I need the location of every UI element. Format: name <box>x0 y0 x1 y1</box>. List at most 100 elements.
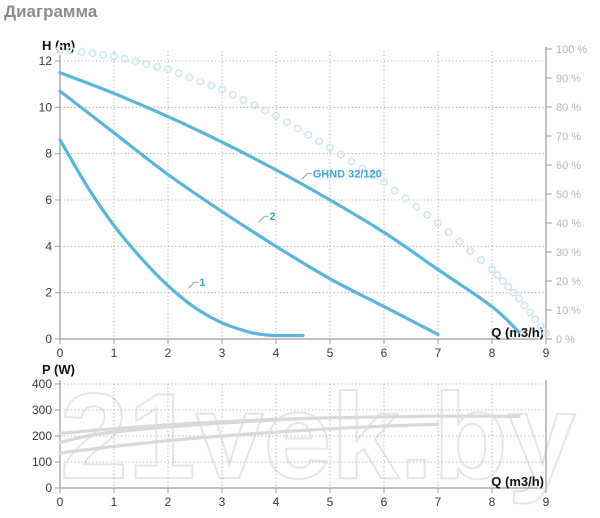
y-tick-label: 12 <box>39 54 53 68</box>
efficiency-point <box>261 106 270 115</box>
x-tick-label: 3 <box>219 495 226 509</box>
y2-tick-label: 80 % <box>556 102 581 114</box>
series-line-ghnd-32-120 <box>58 71 521 334</box>
curve-label: GHND 32/120 <box>313 168 382 180</box>
efficiency-point <box>228 90 237 99</box>
y2-tick-label: 40 % <box>556 218 581 230</box>
efficiency-point <box>477 256 486 265</box>
x-tick-label: 6 <box>381 346 388 360</box>
y-tick-label: 200 <box>32 429 52 443</box>
efficiency-point <box>218 85 227 94</box>
efficiency-point <box>509 288 518 297</box>
efficiency-point <box>525 308 534 317</box>
x-tick-label: 9 <box>543 346 550 360</box>
curve-label-leader <box>187 281 199 289</box>
efficiency-point <box>520 301 529 310</box>
efficiency-point <box>433 219 442 228</box>
efficiency-point <box>379 178 388 187</box>
efficiency-point <box>153 62 162 71</box>
efficiency-point <box>77 47 86 56</box>
efficiency-point <box>390 186 399 195</box>
efficiency-point <box>487 265 496 274</box>
efficiency-point <box>541 329 550 338</box>
efficiency-point <box>110 52 119 61</box>
x-tick-label: 5 <box>327 346 334 360</box>
x-tick-label: 6 <box>381 495 388 509</box>
y-tick-label: 400 <box>32 377 52 391</box>
efficiency-point <box>207 81 216 90</box>
efficiency-point <box>55 44 64 53</box>
efficiency-point <box>531 315 540 324</box>
y-tick-label: 6 <box>45 193 52 207</box>
y-tick-label: 0 <box>45 481 52 495</box>
efficiency-point <box>271 111 280 120</box>
efficiency-point <box>498 276 507 285</box>
x-tick-label: 4 <box>273 495 280 509</box>
y2-tick-label: 10 % <box>556 305 581 317</box>
curve-label-leader <box>301 172 312 180</box>
efficiency-point <box>514 294 523 303</box>
efficiency-point <box>369 171 378 180</box>
efficiency-point <box>423 210 432 219</box>
efficiency-point <box>401 194 410 203</box>
y-tick-label: 10 <box>39 100 53 114</box>
series-line-2 <box>58 89 440 336</box>
y2-tick-label: 0 % <box>556 334 575 346</box>
curve-label: 1 <box>199 277 205 289</box>
efficiency-point <box>358 164 367 173</box>
y-tick-label: 4 <box>45 239 52 253</box>
power-line-ghnd-32-120 <box>58 414 521 435</box>
efficiency-point <box>99 50 108 59</box>
efficiency-point <box>504 282 513 291</box>
y2-tick-label: 20 % <box>556 276 581 288</box>
x-tick-label: 8 <box>489 495 496 509</box>
x-tick-label: 0 <box>57 495 64 509</box>
x-tick-label: 8 <box>489 346 496 360</box>
efficiency-point <box>185 73 194 82</box>
curve-label: 2 <box>270 211 276 223</box>
x-tick-label: 9 <box>543 495 550 509</box>
y2-tick-label: 90 % <box>556 73 581 85</box>
x-tick-label: 5 <box>327 495 334 509</box>
x-tick-label: 1 <box>111 346 118 360</box>
x-axis-title: Q (m3/h) <box>491 474 544 489</box>
efficiency-point <box>142 60 151 69</box>
efficiency-point <box>536 322 545 331</box>
x-tick-label: 2 <box>165 495 172 509</box>
y2-tick-label: 50 % <box>556 189 581 201</box>
x-tick-label: 0 <box>57 346 64 360</box>
efficiency-point <box>120 54 129 63</box>
x-tick-label: 1 <box>111 495 118 509</box>
page-title: Диаграмма <box>4 2 98 21</box>
efficiency-point <box>66 46 75 55</box>
y-axis-title: P (W) <box>42 362 75 377</box>
x-tick-label: 7 <box>435 346 442 360</box>
x-tick-label: 2 <box>165 346 172 360</box>
y2-tick-label: 70 % <box>556 131 581 143</box>
curve-label-leader <box>258 215 269 223</box>
y2-tick-label: 60 % <box>556 160 581 172</box>
x-tick-label: 4 <box>273 346 280 360</box>
efficiency-point <box>131 57 140 66</box>
efficiency-point <box>466 246 475 255</box>
efficiency-point <box>412 202 421 211</box>
y2-tick-label: 100 % <box>556 44 587 56</box>
efficiency-point <box>336 150 345 159</box>
efficiency-point <box>239 96 248 105</box>
efficiency-point <box>293 124 302 133</box>
efficiency-point <box>315 137 324 146</box>
series-line-1 <box>58 138 305 338</box>
watermark-layer: 21vek.by <box>59 367 577 505</box>
y2-tick-label: 30 % <box>556 247 581 259</box>
efficiency-point <box>164 65 173 74</box>
efficiency-point <box>455 237 464 246</box>
efficiency-point <box>174 69 183 78</box>
x-tick-label: 7 <box>435 495 442 509</box>
efficiency-point <box>250 101 259 110</box>
efficiency-point <box>196 77 205 86</box>
efficiency-point <box>304 130 313 139</box>
y-tick-label: 8 <box>45 147 52 161</box>
x-tick-label: 3 <box>219 346 226 360</box>
efficiency-point <box>493 271 502 280</box>
